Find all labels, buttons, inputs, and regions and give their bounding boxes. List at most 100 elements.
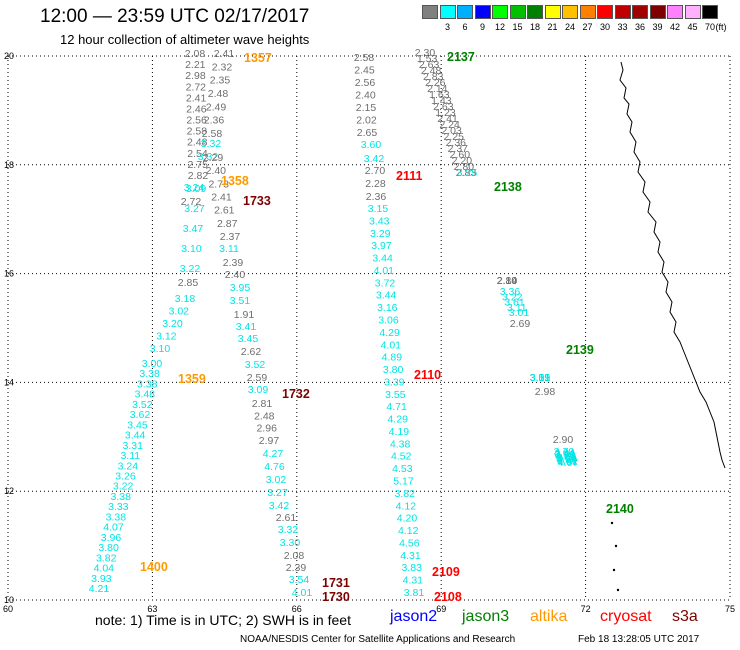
mission-jason2: jason2 bbox=[390, 608, 438, 625]
wave-height-value: 3.31 bbox=[530, 372, 551, 384]
mission-jason3: jason3 bbox=[462, 608, 510, 625]
wave-height-value: 2.20 bbox=[452, 155, 473, 167]
wave-height-value: 2.32 bbox=[212, 61, 233, 73]
wave-height-value: 2.08 bbox=[284, 550, 305, 562]
wave-height-value: 2.97 bbox=[259, 435, 280, 447]
wave-height-value: 2.58 bbox=[202, 128, 223, 140]
wave-height-value: 2.58 bbox=[354, 52, 375, 64]
wave-height-value: 2.30 bbox=[415, 47, 436, 59]
legend-swatch bbox=[649, 5, 666, 19]
wave-height-value: 3.20 bbox=[162, 318, 183, 330]
wave-height-value: 3.41 bbox=[236, 321, 257, 333]
lon-tick-label: 72 bbox=[581, 604, 591, 614]
wave-height-value: 3.32 bbox=[278, 524, 299, 536]
wave-height-value: 3.11 bbox=[120, 450, 140, 462]
wave-height-value: 3.11 bbox=[219, 243, 239, 255]
wave-height-value: 2.69 bbox=[510, 318, 531, 330]
wave-height-value: 2.48 bbox=[208, 88, 229, 100]
wave-height-value: 2.46 bbox=[186, 104, 207, 116]
lon-tick-label: 69 bbox=[436, 604, 446, 614]
legend-tick-label: 45 bbox=[687, 22, 698, 32]
graticule bbox=[7, 55, 731, 601]
wave-height-value: 3.56 bbox=[556, 452, 577, 464]
wave-height-value: 2.75 bbox=[187, 159, 208, 171]
page-subtitle: 12 hour collection of altimeter wave hei… bbox=[60, 32, 310, 47]
wave-height-value: 2.70 bbox=[365, 165, 386, 177]
wave-height-value: 3.93 bbox=[91, 573, 112, 585]
legend-tick-label: 12 bbox=[494, 22, 505, 32]
wave-height-value: 2.14 bbox=[427, 83, 448, 95]
wave-height-value: 1.23 bbox=[435, 107, 456, 119]
wave-height-value: 2.96 bbox=[256, 423, 277, 435]
wave-height-value: 3.38 bbox=[139, 368, 160, 380]
pass-label: 2137 bbox=[447, 50, 475, 64]
wave-height-value: 2.19 bbox=[497, 275, 518, 287]
legend-tick-label: 39 bbox=[652, 22, 663, 32]
wave-height-value: 3.05 bbox=[530, 372, 551, 384]
wave-height-value: 3.80 bbox=[98, 542, 119, 554]
wave-height-value: 3.60 bbox=[361, 139, 382, 151]
wave-height-value: 3.55 bbox=[385, 389, 406, 401]
wave-height-value: 4.27 bbox=[263, 448, 284, 460]
wave-height-value: 3.22 bbox=[502, 291, 523, 303]
wave-height-value: 4.29 bbox=[379, 327, 400, 339]
wave-height-value: 2.81 bbox=[252, 398, 273, 410]
lat-tick-label: 12 bbox=[4, 486, 14, 496]
wave-height-value: 4.76 bbox=[264, 461, 285, 473]
wave-height-value: 3.62 bbox=[130, 409, 151, 421]
wave-height-value: 3.43 bbox=[369, 215, 390, 227]
wave-height-value: 4.61 bbox=[556, 451, 577, 463]
wave-height-value: 3.61 bbox=[504, 297, 525, 309]
wave-height-value: 2.60 bbox=[450, 149, 471, 161]
wave-height-value: 3.25 bbox=[457, 167, 478, 179]
pass-label: 2138 bbox=[494, 180, 522, 194]
legend-tick-label: 18 bbox=[529, 22, 540, 32]
wave-height-value: 2.45 bbox=[354, 65, 375, 77]
wave-height-value: 2.65 bbox=[357, 127, 378, 139]
wave-height-value: 2.58 bbox=[187, 126, 208, 138]
legend-swatch bbox=[457, 5, 473, 19]
wave-height-value: 3.83 bbox=[401, 562, 422, 574]
wave-height-value: 2.41 bbox=[214, 48, 235, 60]
pass-label: 2111 bbox=[396, 169, 422, 183]
wave-height-value: 3.97 bbox=[371, 240, 392, 252]
legend-tick-label: 6 bbox=[462, 22, 468, 32]
legend-swatch bbox=[667, 5, 683, 19]
wave-height-value: 2.63 bbox=[433, 101, 454, 113]
wave-height-value: 4.56 bbox=[399, 538, 420, 550]
pass-label: 1730 bbox=[322, 590, 350, 604]
wave-height-value: 4.01 bbox=[374, 265, 395, 277]
wave-height-value: 3.53 bbox=[555, 449, 576, 461]
wave-height-value: 4.12 bbox=[396, 500, 417, 512]
wave-height-value: 3.33 bbox=[108, 501, 129, 513]
lon-tick-label: 75 bbox=[725, 604, 735, 614]
pass-label: 2109 bbox=[432, 565, 460, 579]
coastline bbox=[619, 61, 726, 469]
wave-height-value: 3.12 bbox=[156, 331, 177, 343]
island-marker bbox=[612, 568, 616, 572]
wave-height-value: 5.41 bbox=[557, 455, 578, 467]
wave-height-value: 2.61 bbox=[276, 512, 297, 524]
lat-tick-label: 20 bbox=[4, 51, 14, 61]
wave-height-value: 2.36 bbox=[366, 191, 387, 203]
wave-height-value: 3.32 bbox=[201, 138, 222, 150]
note-text: note: 1) Time is in UTC; 2) SWH is in fe… bbox=[95, 612, 351, 628]
mission-cryosat: cryosat bbox=[600, 608, 652, 625]
wave-height-value: 3.52 bbox=[132, 399, 153, 411]
wave-height-value: 3.82 bbox=[394, 488, 415, 500]
legend-tick-label: 15 bbox=[512, 22, 523, 32]
pass-label: 1733 bbox=[243, 194, 271, 208]
wave-height-value: 2.29 bbox=[203, 152, 224, 164]
wave-height-value: 3.06 bbox=[378, 315, 399, 327]
wave-height-value: 3.95 bbox=[230, 282, 251, 294]
lat-tick-label: 16 bbox=[4, 269, 14, 279]
pass-label: 1400 bbox=[140, 560, 168, 574]
wave-height-value: 4.61 bbox=[557, 456, 578, 468]
legend-tick-label: 24 bbox=[564, 22, 575, 32]
wave-height-value: 4.53 bbox=[392, 463, 413, 475]
wave-height-value: 2.48 bbox=[421, 65, 442, 77]
pass-label: 1732 bbox=[282, 387, 310, 401]
wave-height-value: 3.29 bbox=[370, 228, 391, 240]
pass-label: 1358 bbox=[221, 174, 249, 188]
